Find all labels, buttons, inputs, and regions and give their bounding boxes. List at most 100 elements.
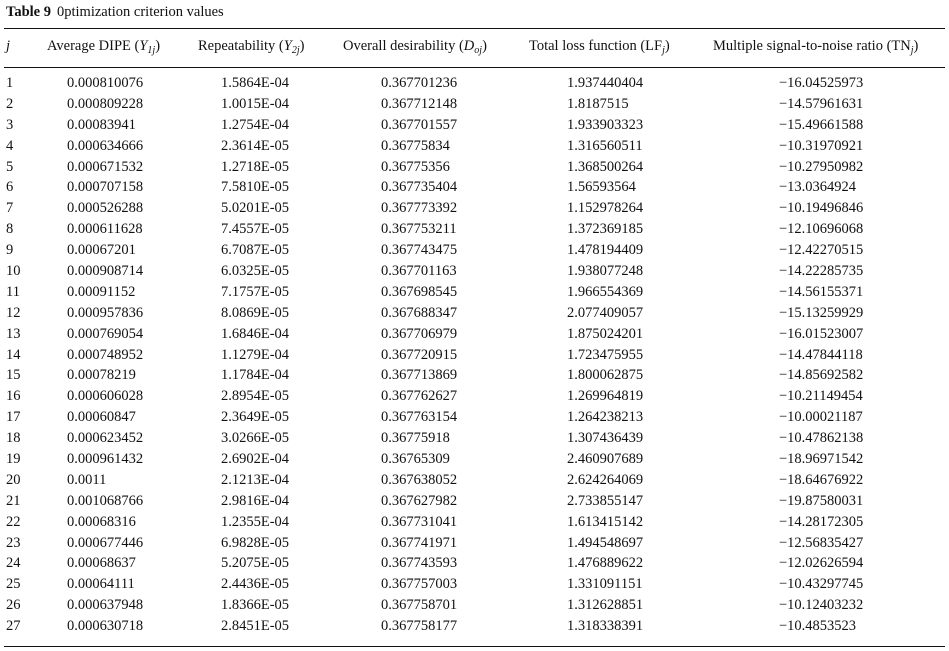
cell-total-loss: 1.875024201	[567, 325, 644, 342]
cell-overall-desirability: 0.367706979	[381, 325, 458, 342]
cell-repeatability: 1.0015E-04	[221, 95, 290, 112]
cell-average-dipe: 0.000961432	[67, 451, 144, 468]
cell-total-loss: 2.460907689	[567, 451, 644, 468]
cell-j: 6	[6, 179, 14, 196]
cell-average-dipe: 0.00083941	[67, 116, 136, 133]
cell-average-dipe: 0.00064111	[67, 576, 135, 593]
cell-average-dipe: 0.00068637	[67, 555, 136, 572]
cell-average-dipe: 0.00091152	[67, 283, 136, 300]
cell-j: 20	[6, 471, 21, 488]
cell-repeatability: 6.9828E-05	[221, 534, 290, 551]
cell-snr: −15.13259929	[779, 304, 864, 321]
table-row: 14 0.000748952 1.1279E-04 0.367720915 1.7234…	[0, 347, 949, 368]
cell-total-loss: 1.937440404	[567, 75, 644, 91]
cell-j: 19	[6, 451, 21, 468]
cell-repeatability: 5.2075E-05	[221, 555, 290, 572]
cell-total-loss: 1.331091151	[567, 576, 643, 593]
cell-j: 3	[6, 116, 14, 133]
cell-repeatability: 2.1213E-04	[221, 471, 290, 488]
cell-snr: −14.85692582	[779, 367, 864, 384]
table-caption: Table 9 0ptimization criterion values	[6, 4, 224, 21]
table-row: 22 0.00068316 1.2355E-04 0.367731041 1.61341…	[0, 514, 949, 535]
cell-j: 27	[6, 618, 21, 635]
top-rule	[4, 28, 945, 30]
cell-overall-desirability: 0.367627982	[381, 492, 458, 509]
table-row: 25 0.00064111 2.4436E-05 0.367757003 1.33109…	[0, 576, 949, 597]
cell-overall-desirability: 0.36775356	[381, 158, 450, 175]
cell-overall-desirability: 0.367720915	[381, 346, 458, 363]
cell-overall-desirability: 0.367773392	[381, 200, 458, 217]
cell-repeatability: 1.1279E-04	[221, 346, 290, 363]
cell-total-loss: 2.733855147	[567, 492, 644, 509]
cell-overall-desirability: 0.367753211	[381, 221, 457, 238]
cell-average-dipe: 0.000526288	[67, 200, 144, 217]
cell-average-dipe: 0.000748952	[67, 346, 144, 363]
cell-overall-desirability: 0.36775834	[381, 137, 450, 154]
cell-j: 2	[6, 95, 14, 112]
cell-total-loss: 1.152978264	[567, 200, 644, 217]
table-row: 5 0.000671532 1.2718E-05 0.36775356 1.368500…	[0, 159, 949, 180]
cell-overall-desirability: 0.367701236	[381, 75, 458, 91]
header-total-loss: Total loss function (LFj)	[529, 38, 670, 56]
cell-repeatability: 7.4557E-05	[221, 221, 290, 238]
table-body: 1 0.000810076 1.5864E-04 0.367701236 1.93744…	[0, 75, 949, 639]
cell-j: 13	[6, 325, 21, 342]
cell-j: 4	[6, 137, 14, 154]
cell-average-dipe: 0.0011	[67, 471, 107, 488]
cell-average-dipe: 0.000809228	[67, 95, 144, 112]
table-row: 10 0.000908714 6.0325E-05 0.367701163 1.9380…	[0, 263, 949, 284]
table-row: 6 0.000707158 7.5810E-05 0.367735404 1.56593…	[0, 179, 949, 200]
cell-snr: −10.27950982	[779, 158, 864, 175]
bottom-rule	[4, 646, 945, 648]
cell-j: 1	[6, 75, 14, 91]
cell-snr: −14.28172305	[779, 513, 864, 530]
cell-repeatability: 7.5810E-05	[221, 179, 290, 196]
cell-repeatability: 2.8451E-05	[221, 618, 290, 635]
cell-snr: −19.87580031	[779, 492, 864, 509]
table-row: 23 0.000677446 6.9828E-05 0.367741971 1.4945…	[0, 535, 949, 556]
cell-j: 5	[6, 158, 14, 175]
cell-total-loss: 1.613415142	[567, 513, 644, 530]
cell-total-loss: 1.938077248	[567, 263, 644, 280]
cell-repeatability: 1.5864E-04	[221, 75, 290, 91]
cell-repeatability: 3.0266E-05	[221, 430, 290, 447]
cell-average-dipe: 0.00060847	[67, 409, 136, 426]
cell-snr: −15.49661588	[779, 116, 864, 133]
cell-j: 7	[6, 200, 14, 217]
cell-overall-desirability: 0.36775918	[381, 430, 450, 447]
header-overall-desirability: Overall desirability (Doj)	[343, 38, 487, 56]
cell-overall-desirability: 0.367713869	[381, 367, 458, 384]
table-row: 26 0.000637948 1.8366E-05 0.367758701 1.3126…	[0, 597, 949, 618]
cell-snr: −10.47862138	[779, 430, 864, 447]
cell-snr: −10.43297745	[779, 576, 864, 593]
cell-j: 16	[6, 388, 21, 405]
cell-snr: −10.19496846	[779, 200, 864, 217]
table-row: 24 0.00068637 5.2075E-05 0.367743593 1.47688…	[0, 555, 949, 576]
cell-average-dipe: 0.000908714	[67, 263, 144, 280]
cell-snr: −10.21149454	[779, 388, 863, 405]
cell-j: 11	[6, 283, 20, 300]
table-row: 4 0.000634666 2.3614E-05 0.36775834 1.316560…	[0, 138, 949, 159]
cell-snr: −12.02626594	[779, 555, 864, 572]
cell-snr: −18.64676922	[779, 471, 864, 488]
header-j: j	[6, 38, 11, 54]
cell-repeatability: 6.7087E-05	[221, 242, 290, 259]
cell-overall-desirability: 0.367741971	[381, 534, 458, 551]
table-row: 11 0.00091152 7.1757E-05 0.367698545 1.96655…	[0, 284, 949, 305]
cell-snr: −16.04525973	[779, 75, 864, 91]
header-repeatability: Repeatability (Y2j)	[198, 38, 305, 56]
table-row: 9 0.00067201 6.7087E-05 0.367743475 1.478194…	[0, 242, 949, 263]
cell-total-loss: 1.56593564	[567, 179, 636, 196]
cell-total-loss: 1.494548697	[567, 534, 644, 551]
cell-average-dipe: 0.000957836	[67, 304, 144, 321]
table-row: 21 0.001068766 2.9816E-04 0.367627982 2.7338…	[0, 493, 949, 514]
cell-total-loss: 1.316560511	[567, 137, 643, 154]
cell-total-loss: 1.269964819	[567, 388, 644, 405]
cell-snr: −13.0364924	[779, 179, 857, 196]
cell-snr: −14.22285735	[779, 263, 864, 280]
table-row: 20 0.0011 2.1213E-04 0.367638052 2.624264069…	[0, 472, 949, 493]
cell-average-dipe: 0.000634666	[67, 137, 144, 154]
cell-j: 9	[6, 242, 14, 259]
header-rule	[4, 67, 945, 68]
cell-snr: −16.01523007	[779, 325, 864, 342]
